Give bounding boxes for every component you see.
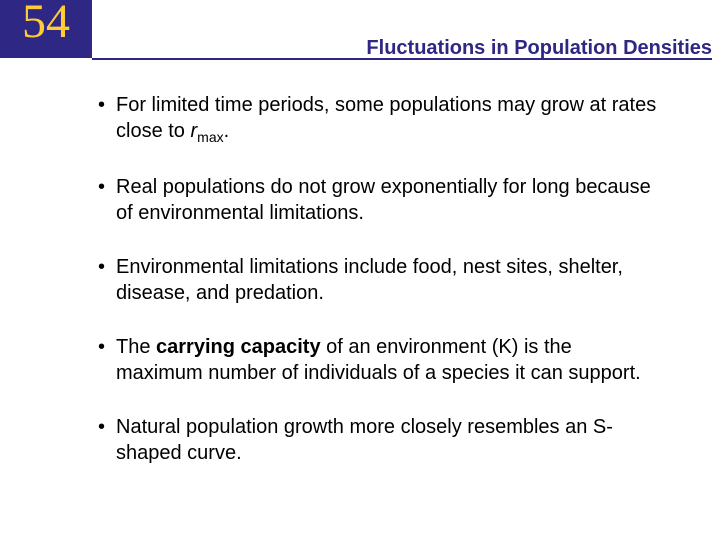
text-subscript: max (197, 129, 223, 145)
bullet-item: • Real populations do not grow exponenti… (98, 174, 660, 226)
chapter-number-box: 54 (0, 0, 92, 58)
bullet-marker: • (98, 334, 116, 360)
bullet-text: Natural population growth more closely r… (116, 414, 660, 466)
bullet-marker: • (98, 174, 116, 200)
bullet-marker: • (98, 254, 116, 280)
text-bold: carrying capacity (156, 336, 321, 358)
bullet-text: Environmental limitations include food, … (116, 254, 660, 306)
slide-title: Fluctuations in Population Densities (366, 37, 712, 60)
bullet-item: • Natural population growth more closely… (98, 414, 660, 466)
slide-header: 54 Fluctuations in Population Densities (0, 0, 720, 60)
bullet-text: Real populations do not grow exponential… (116, 174, 660, 226)
text-fragment: . (224, 120, 230, 142)
slide-container: 54 Fluctuations in Population Densities … (0, 0, 720, 540)
bullet-text: For limited time periods, some populatio… (116, 92, 660, 146)
chapter-number: 54 (22, 0, 70, 46)
bullet-marker: • (98, 92, 116, 118)
text-fragment: The (116, 336, 156, 358)
slide-content: • For limited time periods, some populat… (0, 60, 720, 466)
bullet-marker: • (98, 414, 116, 440)
bullet-text: The carrying capacity of an environment … (116, 334, 660, 386)
bullet-item: • Environmental limitations include food… (98, 254, 660, 306)
title-bar: Fluctuations in Population Densities (92, 38, 712, 60)
bullet-item: • The carrying capacity of an environmen… (98, 334, 660, 386)
bullet-item: • For limited time periods, some populat… (98, 92, 660, 146)
